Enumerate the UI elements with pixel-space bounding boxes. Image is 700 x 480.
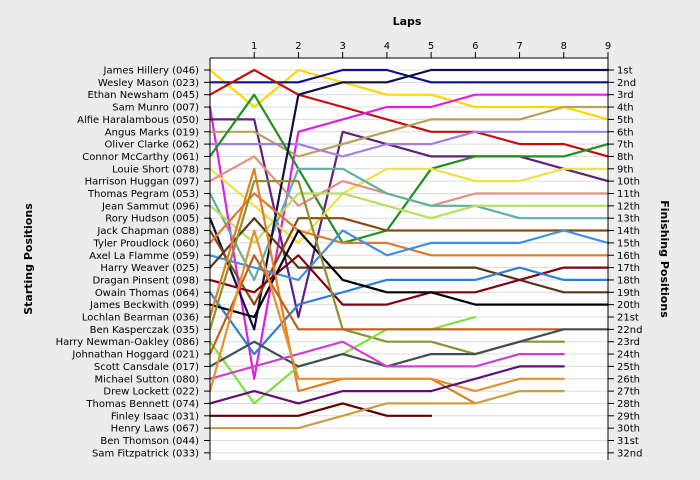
series-line <box>208 266 610 356</box>
finishing-position-label: 27th <box>617 387 640 398</box>
plot-background <box>210 58 608 460</box>
finishing-position-label: 8th <box>617 152 634 163</box>
starting-position-label: Michael Sutton (080) <box>94 374 199 385</box>
starting-position-label: Harry Weaver (025) <box>100 263 199 274</box>
series-line <box>208 229 610 319</box>
starting-position-label: Harry Newman-Oakley (086) <box>56 337 200 348</box>
starting-position-label: Johnathan Hoggard (021) <box>71 350 199 361</box>
finishing-position-label: 21st <box>617 313 639 324</box>
x-tick-label: 8 <box>561 41 567 52</box>
x-tick-label: 9 <box>605 41 611 52</box>
starting-position-label: Ben Kasperczak (035) <box>90 325 199 336</box>
starting-position-label: Connor McCarthy (061) <box>82 152 199 163</box>
finishing-position-label: 16th <box>617 251 640 262</box>
x-tick-label: 5 <box>428 41 434 52</box>
series-line <box>208 68 610 121</box>
series-lines <box>208 68 610 430</box>
finishing-position-label: 11th <box>617 189 640 200</box>
starting-position-label: Axel La Flamme (059) <box>89 251 199 262</box>
starting-position-label: Louie Short (078) <box>112 164 199 175</box>
x-tick-label: 7 <box>516 41 522 52</box>
finishing-position-label: 19th <box>617 288 640 299</box>
finishing-position-label: 25th <box>617 362 640 373</box>
finishing-position-label: 28th <box>617 399 640 410</box>
starting-position-label: Thomas Bennett (074) <box>85 399 199 410</box>
series-line <box>208 390 565 430</box>
starting-position-label: Angus Marks (019) <box>105 127 199 138</box>
series-line <box>208 217 610 294</box>
finishing-position-label: 20th <box>617 300 640 311</box>
starting-position-label: Sam Munro (007) <box>112 103 199 114</box>
finishing-position-label: 2nd <box>617 78 636 89</box>
x-tick-label: 6 <box>472 41 478 52</box>
starting-position-label: Wesley Mason (023) <box>98 78 199 89</box>
finishing-position-label: 12th <box>617 201 640 212</box>
x-tick-label: 1 <box>251 41 257 52</box>
finishing-position-label: 4th <box>617 103 634 114</box>
finishing-position-label: 15th <box>617 238 640 249</box>
axes <box>204 52 614 460</box>
starting-position-label: James Beckwith (099) <box>89 300 199 311</box>
finishing-position-label: 10th <box>617 177 640 188</box>
right-axis-title: Finishing Positions <box>658 200 671 318</box>
finishing-position-label: 31st <box>617 436 639 447</box>
finishing-position-label: 30th <box>617 424 640 435</box>
finishing-position-label: 14th <box>617 226 640 237</box>
finishing-position-label: 22nd <box>617 325 642 336</box>
finishing-position-label: 32nd <box>617 448 642 459</box>
starting-position-label: James Hillery (046) <box>103 66 200 77</box>
starting-position-label: Jack Chapman (088) <box>96 226 199 237</box>
finishing-position-label: 29th <box>617 411 640 422</box>
starting-position-label: Harrison Huggan (097) <box>85 177 200 188</box>
finishing-position-label: 13th <box>617 214 640 225</box>
starting-position-label: Alfie Haralambous (050) <box>77 115 199 126</box>
series-line <box>208 93 610 380</box>
finishing-position-label: 5th <box>617 115 634 126</box>
starting-position-label: Owain Thomas (064) <box>95 288 199 299</box>
starting-position-label: Ben Thomson (044) <box>100 436 199 447</box>
starting-position-labels: James Hillery (046)Wesley Mason (023)Eth… <box>56 66 200 460</box>
finishing-position-label: 1st <box>617 66 633 77</box>
series-line <box>208 340 565 380</box>
starting-position-label: Drew Lockett (022) <box>103 387 199 398</box>
starting-position-label: Scott Cansdale (017) <box>94 362 199 373</box>
starting-position-label: Lochlan Bearman (036) <box>82 313 199 324</box>
series-line <box>208 217 610 306</box>
starting-position-label: Finley Isaac (031) <box>111 411 199 422</box>
finishing-position-label: 24th <box>617 350 640 361</box>
series-line <box>208 192 610 244</box>
finishing-position-label: 17th <box>617 263 640 274</box>
series-line <box>208 365 565 405</box>
finishing-position-label: 18th <box>617 275 640 286</box>
starting-position-label: Oliver Clarke (062) <box>105 140 200 151</box>
finishing-position-label: 3rd <box>617 90 634 101</box>
x-tick-label: 4 <box>384 41 390 52</box>
finishing-position-label: 23rd <box>617 337 640 348</box>
left-axis-title: Starting Positions <box>22 203 35 315</box>
finishing-position-label: 26th <box>617 374 640 385</box>
starting-position-label: Dragan Pinsent (098) <box>92 275 199 286</box>
x-tick-label: 2 <box>295 41 301 52</box>
finishing-position-label: 7th <box>617 140 634 151</box>
finishing-position-label: 9th <box>617 164 634 175</box>
series-line <box>208 167 610 281</box>
starting-position-label: Ethan Newsham (045) <box>87 90 199 101</box>
starting-position-label: Tyler Proudlock (060) <box>93 238 200 249</box>
starting-position-label: Rory Hudson (005) <box>105 214 199 225</box>
series-line <box>208 229 565 393</box>
x-tick-labels: 1 2 3 4 5 6 7 8 9 <box>251 41 611 52</box>
x-tick-label: 3 <box>339 41 345 52</box>
series-line <box>208 402 433 417</box>
series-line <box>208 328 610 368</box>
chart-title: Laps <box>393 15 422 28</box>
starting-position-label: Henry Laws (067) <box>111 424 199 435</box>
starting-position-label: Sam Fitzpatrick (033) <box>92 448 199 459</box>
starting-position-label: Thomas Pegram (053) <box>87 189 199 200</box>
finishing-position-label: 6th <box>617 127 634 138</box>
starting-position-label: Jean Sammut (096) <box>101 201 199 212</box>
series-line <box>208 130 610 158</box>
